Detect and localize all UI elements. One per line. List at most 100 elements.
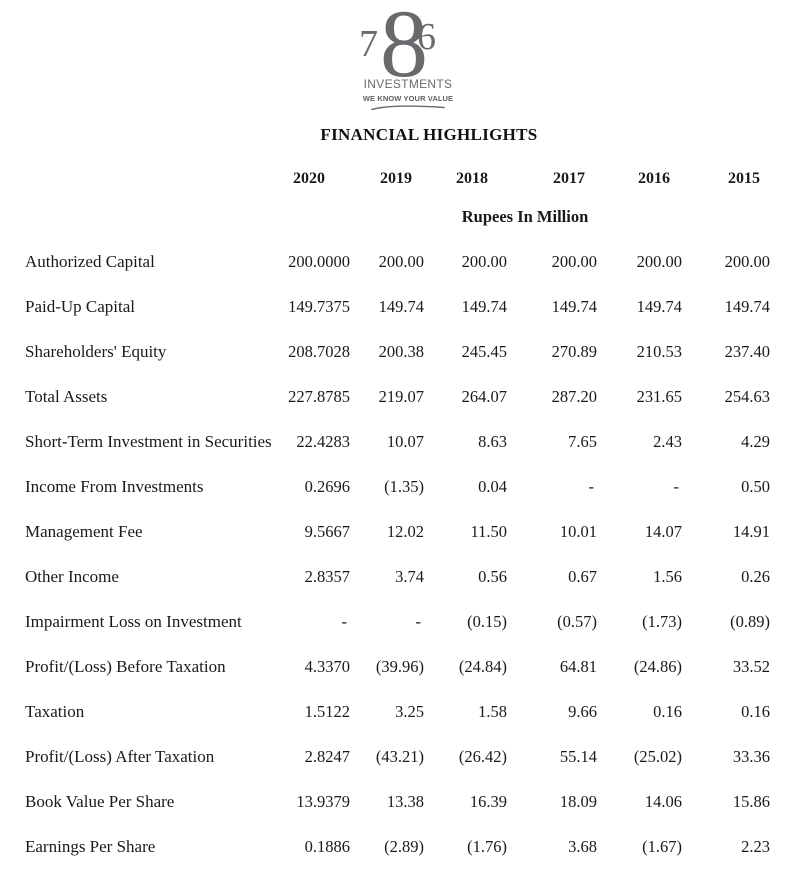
- row-label: Shareholders' Equity: [25, 341, 167, 361]
- value-cell: (0.57): [557, 611, 597, 631]
- value-cell: 0.67: [568, 566, 597, 586]
- row-label: Earnings Per Share: [25, 836, 156, 856]
- table-row: Other Income 2.8357 3.74 0.56 0.67 1.56 …: [0, 554, 770, 599]
- value-cell: 200.0000: [288, 251, 350, 271]
- value-cell: 200.00: [378, 251, 424, 271]
- row-label: Taxation: [25, 701, 85, 721]
- value-cell: 14.06: [644, 791, 682, 811]
- value-cell: 4.3370: [304, 656, 350, 676]
- value-cell: 2.23: [741, 836, 770, 856]
- value-cell: 15.86: [732, 791, 770, 811]
- value-cell: 149.74: [551, 296, 597, 316]
- value-cell: 149.74: [461, 296, 507, 316]
- value-cell: 200.38: [378, 341, 424, 361]
- table-row: Profit/(Loss) Before Taxation 4.3370 (39…: [0, 644, 770, 689]
- value-cell: 14.07: [644, 521, 682, 541]
- value-cell: 22.4283: [296, 431, 350, 451]
- year-header-2020: 2020: [293, 170, 325, 187]
- value-cell: 149.74: [636, 296, 682, 316]
- value-cell: (43.21): [375, 746, 424, 766]
- value-cell: (1.35): [384, 476, 424, 496]
- value-cell: 9.5667: [304, 521, 350, 541]
- value-cell: 254.63: [724, 386, 770, 406]
- table-row: Paid-Up Capital 149.7375 149.74 149.74 1…: [0, 284, 770, 329]
- value-cell: 1.56: [653, 566, 682, 586]
- value-cell: 13.9379: [296, 791, 350, 811]
- value-cell: 2.8357: [304, 566, 350, 586]
- table-row: Management Fee 9.5667 12.02 11.50 10.01 …: [0, 509, 770, 554]
- financial-highlights-table: Authorized Capital 200.0000 200.00 200.0…: [0, 239, 770, 869]
- value-cell: (24.84): [458, 656, 507, 676]
- value-cell: (0.89): [730, 611, 770, 631]
- table-row: Earnings Per Share 0.1886 (2.89) (1.76) …: [0, 824, 770, 869]
- year-header-2015: 2015: [728, 170, 760, 187]
- value-cell: 200.00: [724, 251, 770, 271]
- page-title: FINANCIAL HIGHLIGHTS: [320, 125, 538, 144]
- value-cell: 16.39: [469, 791, 507, 811]
- value-cell: 12.02: [386, 521, 424, 541]
- row-label: Income From Investments: [25, 476, 204, 496]
- value-cell: (1.67): [642, 836, 682, 856]
- table-row: Taxation 1.5122 3.25 1.58 9.66 0.16 0.16: [0, 689, 770, 734]
- row-label: Management Fee: [25, 521, 143, 541]
- value-cell: 33.52: [732, 656, 770, 676]
- value-cell: 287.20: [551, 386, 597, 406]
- value-cell: 3.25: [395, 701, 424, 721]
- table-row: Book Value Per Share 13.9379 13.38 16.39…: [0, 779, 770, 824]
- row-label: Impairment Loss on Investment: [25, 611, 242, 631]
- value-cell: 0.50: [741, 476, 770, 496]
- value-cell: 7.65: [568, 431, 597, 451]
- value-cell: 55.14: [559, 746, 597, 766]
- value-cell: 231.65: [636, 386, 682, 406]
- logo-swoosh-underline: [371, 105, 445, 111]
- value-cell: 237.40: [724, 341, 770, 361]
- value-cell: 2.43: [653, 431, 682, 451]
- logo-786-mark: 7 8 6: [340, 0, 476, 112]
- value-cell: 245.45: [461, 341, 507, 361]
- value-cell: (1.73): [642, 611, 682, 631]
- value-cell: 11.50: [470, 521, 507, 541]
- value-cell: -: [673, 476, 680, 496]
- value-cell: 219.07: [378, 386, 424, 406]
- value-cell: (26.42): [458, 746, 507, 766]
- logo-digit-8: 8: [380, 0, 428, 97]
- value-cell: -: [341, 611, 348, 631]
- value-cell: 4.29: [741, 431, 770, 451]
- value-cell: 0.2696: [304, 476, 350, 496]
- table-row: Profit/(Loss) After Taxation 2.8247 (43.…: [0, 734, 770, 779]
- value-cell: 0.16: [741, 701, 770, 721]
- value-cell: 3.74: [395, 566, 424, 586]
- value-cell: 64.81: [559, 656, 597, 676]
- value-cell: 200.00: [636, 251, 682, 271]
- value-cell: 0.04: [478, 476, 507, 496]
- value-cell: 200.00: [461, 251, 507, 271]
- value-cell: 10.07: [386, 431, 424, 451]
- value-cell: 33.36: [732, 746, 770, 766]
- table-row: Impairment Loss on Investment - - (0.15)…: [0, 599, 770, 644]
- table-row: Authorized Capital 200.0000 200.00 200.0…: [0, 239, 770, 284]
- row-label: Profit/(Loss) After Taxation: [25, 746, 215, 766]
- year-header-2018: 2018: [456, 170, 488, 187]
- value-cell: 0.16: [653, 701, 682, 721]
- company-logo: 7 8 6 INVESTMENTS WE KNOW YOUR VALUE: [340, 0, 476, 112]
- value-cell: 264.07: [461, 386, 507, 406]
- logo-tagline: WE KNOW YOUR VALUE: [362, 94, 454, 103]
- value-cell: 0.26: [741, 566, 770, 586]
- header-spacer: [0, 170, 280, 188]
- value-cell: (25.02): [633, 746, 682, 766]
- year-header-2016: 2016: [638, 170, 670, 187]
- value-cell: 270.89: [551, 341, 597, 361]
- logo-digit-7: 7: [359, 23, 378, 65]
- table-row: Shareholders' Equity 208.7028 200.38 245…: [0, 329, 770, 374]
- value-cell: (2.89): [384, 836, 424, 856]
- value-cell: (0.15): [467, 611, 507, 631]
- value-cell: 0.1886: [304, 836, 350, 856]
- row-label: Profit/(Loss) Before Taxation: [25, 656, 226, 676]
- value-cell: 149.74: [378, 296, 424, 316]
- table-row: Short-Term Investment in Securities 22.4…: [0, 419, 770, 464]
- row-label: Total Assets: [25, 386, 108, 406]
- row-label: Authorized Capital: [25, 251, 155, 271]
- value-cell: 13.38: [386, 791, 424, 811]
- value-cell: 149.7375: [288, 296, 350, 316]
- value-cell: -: [415, 611, 422, 631]
